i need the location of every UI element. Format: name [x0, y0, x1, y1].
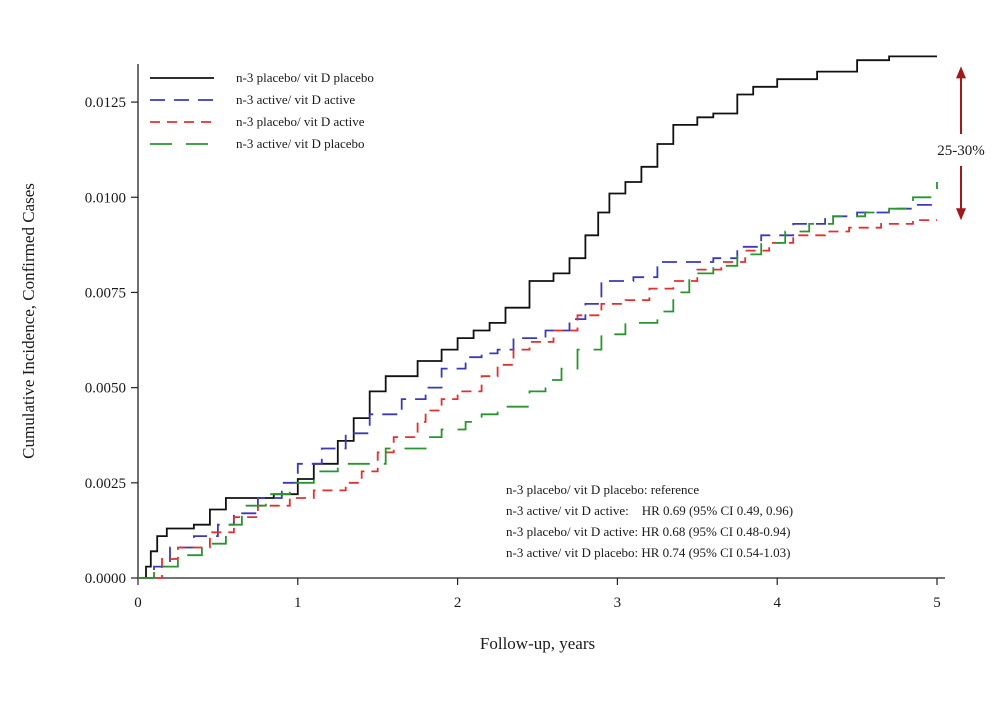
hazard-ratio-annotations: n-3 placebo/ vit D placebo: reference n-…: [506, 482, 793, 560]
x-tick-label: 3: [614, 595, 622, 611]
legend-label-series-2: n-3 active/ vit D active: [236, 92, 355, 107]
legend-label-series-3: n-3 placebo/ vit D active: [236, 114, 365, 129]
x-tick-label: 2: [454, 595, 462, 611]
legend-label-series-1: n-3 placebo/ vit D placebo: [236, 70, 374, 85]
x-tick-label: 4: [773, 595, 781, 611]
hr-line-active-active: n-3 active/ vit D active: HR 0.69 (95% C…: [506, 503, 793, 518]
hr-line-active-placebo: n-3 active/ vit D placebo: HR 0.74 (95% …: [506, 545, 791, 560]
hr-line-reference: n-3 placebo/ vit D placebo: reference: [506, 482, 699, 497]
series-line-2: [138, 201, 938, 579]
series-layer: [138, 55, 938, 579]
x-tick-label: 5: [933, 595, 941, 611]
series-line-1: [138, 55, 937, 579]
axes: 0.0000 0.0025 0.0050 0.0075 0.0100 0.0125 0 1 2 3…: [85, 64, 945, 611]
legend: n-3 placebo/ vit D placebo n-3 active/ v…: [150, 70, 374, 151]
y-tick-label: 0.0025: [85, 476, 126, 492]
x-tick-label: 1: [294, 595, 302, 611]
difference-arrow-head-bottom: [956, 208, 966, 221]
series-line-4: [138, 182, 938, 579]
y-axis-title: Cumulative Incidence, Confirmed Cases: [19, 183, 38, 459]
y-tick-label: 0.0100: [85, 190, 126, 206]
legend-label-series-4: n-3 active/ vit D placebo: [236, 136, 365, 151]
y-tick-label: 0.0000: [85, 571, 126, 587]
y-tick-label: 0.0125: [85, 95, 126, 111]
series-line-3: [138, 219, 937, 579]
y-tick-label: 0.0075: [85, 285, 126, 301]
x-tick-label: 0: [134, 595, 142, 611]
hr-line-placebo-active: n-3 placebo/ vit D active: HR 0.68 (95% …: [506, 524, 791, 539]
difference-arrow-head-top: [956, 66, 966, 79]
difference-arrow: 25-30%: [937, 66, 985, 221]
difference-arrow-label: 25-30%: [937, 143, 985, 159]
x-axis-title: Follow-up, years: [480, 634, 595, 653]
y-tick-label: 0.0050: [85, 381, 126, 397]
